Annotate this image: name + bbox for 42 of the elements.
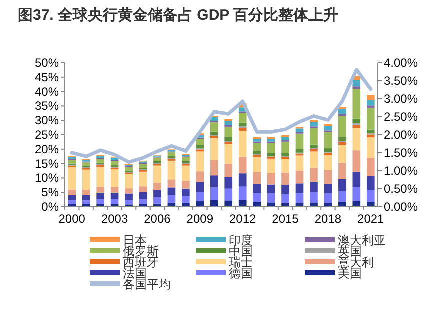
x-tick-label: 2006	[144, 212, 172, 226]
y-tick-label: 15%	[34, 156, 60, 171]
y2-tick-label: 3.50%	[384, 74, 418, 88]
y2-tick-label: 1.50%	[384, 146, 418, 160]
y2-tick-label: 4.00%	[384, 56, 418, 70]
y-tick-label: 10%	[34, 171, 60, 186]
x-tick-label: 2000	[58, 212, 86, 226]
legend-label: 印度	[229, 234, 253, 248]
y2-tick-label: 1.00%	[384, 164, 418, 178]
y-tick-label: 45%	[34, 70, 60, 84]
legend-label: 意大利	[337, 256, 374, 270]
y-tick-label: 20%	[34, 142, 60, 156]
y2-tick-label: 2.00%	[384, 128, 418, 142]
x-tick-label: 2003	[101, 212, 128, 226]
chart-title: 图37. 全球央行黄金储备占 GDP 百分比整体上升	[18, 7, 339, 24]
legend-label: 瑞士	[229, 256, 253, 270]
legend-label: 法国	[123, 266, 147, 280]
legend-label: 澳大利亚	[338, 234, 386, 248]
x-tick-label: 2021	[358, 212, 385, 226]
legend-label: 西班牙	[123, 256, 159, 270]
y-tick-label: 50%	[34, 56, 60, 70]
x-tick-label: 2018	[314, 212, 342, 226]
x-tick-label: 2015	[272, 212, 300, 226]
y-tick-label: 5%	[42, 186, 60, 200]
legend-label: 各国平均	[123, 278, 171, 292]
y2-tick-label: 0.50%	[384, 182, 418, 196]
y-tick-label: 25%	[34, 128, 60, 142]
x-tick-label: 2009	[186, 212, 214, 226]
legend-label: 美国	[338, 266, 362, 280]
y-tick-label: 40%	[34, 84, 60, 99]
y-tick-label: 35%	[34, 99, 60, 114]
y-tick-label: 0%	[42, 200, 60, 214]
y-tick-label: 30%	[34, 114, 60, 128]
y2-tick-label: 3.00%	[384, 92, 418, 106]
legend-label: 德国	[229, 266, 253, 280]
legend-label: 英国	[338, 244, 362, 258]
legend-label: 俄罗斯	[123, 244, 159, 258]
legend-label: 中国	[229, 244, 253, 258]
legend-label: 日本	[123, 234, 147, 248]
y2-tick-label: 2.50%	[384, 110, 418, 124]
y2-tick-label: 0.00%	[384, 200, 418, 214]
x-tick-label: 2012	[229, 212, 257, 226]
